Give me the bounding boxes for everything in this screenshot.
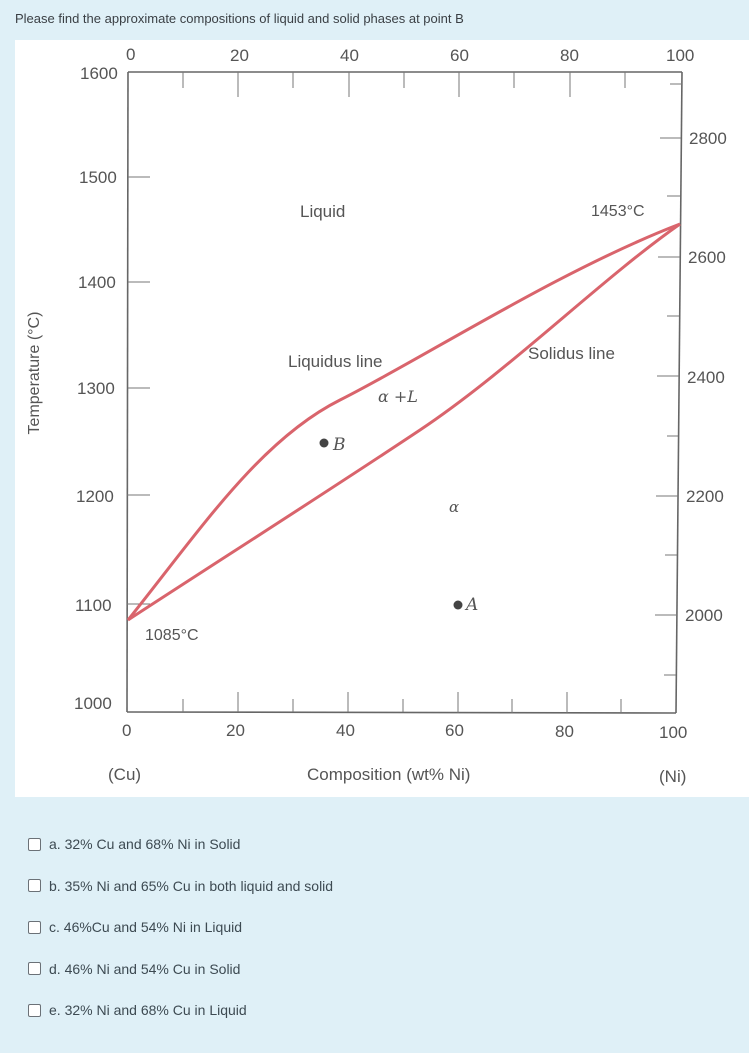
y-tick-label: 1300 [77,379,115,398]
y-tick-label: 1200 [76,487,114,506]
top-tick-label: 0 [126,45,136,64]
x-tick-label: 20 [226,721,245,740]
ni-melting-point-label: 1453°C [591,203,645,220]
y-tick-label: 1000 [74,694,112,713]
liquidus-line-label: Liquidus line [288,352,383,371]
top-ticks [182,72,682,97]
ni-end-label: (Ni) [659,767,687,786]
question-text: Please find the approximate compositions… [15,11,464,26]
top-tick-label: 100 [666,46,695,65]
alpha-plus-liquid-label: α +L [378,387,418,406]
x-tick-label: 100 [659,723,688,742]
top-tick-label: 40 [340,46,359,65]
solidus-line [127,222,681,622]
top-tick-label: 60 [450,46,469,65]
point-a-marker [453,600,463,610]
option-e[interactable]: e. 32% Ni and 68% Cu in Liquid [28,1000,333,1020]
x-tick-label: 40 [336,721,355,740]
option-d[interactable]: d. 46% Ni and 54% Cu in Solid [28,959,333,979]
x-tick-label: 0 [122,721,132,740]
point-a-label: A [466,595,479,615]
point-b-marker [319,438,329,448]
cu-end-label: (Cu) [108,765,142,784]
solidus-line-label: Solidus line [528,344,615,363]
top-tick-label: 80 [560,46,579,65]
plot-frame [126,71,683,714]
option-a[interactable]: a. 32% Cu and 68% Ni in Solid [28,834,333,854]
y2-tick-label: 2200 [686,487,724,506]
checkbox[interactable] [28,1003,41,1017]
left-ticks [127,176,150,605]
option-label: a. 32% Cu and 68% Ni in Solid [49,836,241,852]
phase-diagram [15,40,749,797]
checkbox[interactable] [28,837,41,851]
right-ticks [655,137,681,676]
x-tick-label: 60 [445,721,464,740]
top-tick-label: 20 [230,46,249,65]
option-b[interactable]: b. 35% Ni and 65% Cu in both liquid and … [28,876,333,896]
y-tick-label: 1100 [75,596,112,615]
y2-tick-label: 2000 [685,606,723,625]
checkbox[interactable] [28,962,41,975]
option-label: b. 35% Ni and 65% Cu in both liquid and … [49,877,334,894]
x-axis-title: Composition (wt% Ni) [307,765,471,784]
y2-tick-label: 2600 [688,248,726,267]
y-tick-label: 1600 [80,64,118,83]
cu-melting-point-label: 1085°C [145,627,199,644]
checkbox[interactable] [28,879,41,892]
option-label: d. 46% Ni and 54% Cu in Solid [49,960,241,977]
y-tick-label: 1500 [79,168,117,187]
option-c[interactable]: c. 46%Cu and 54% Ni in Liquid [28,917,333,937]
y2-tick-label: 2800 [689,129,727,148]
y-axis-title: Temperature (°C) [26,311,43,435]
point-b-label: B [333,435,346,455]
y2-tick-label: 2400 [687,368,725,387]
y-tick-label: 1400 [78,273,116,292]
phase-diagram-plot [126,71,683,714]
liquidus-line [126,222,681,621]
option-label: c. 46%Cu and 54% Ni in Liquid [49,919,243,935]
answer-options: a. 32% Cu and 68% Ni in Solid b. 35% Ni … [28,834,333,1042]
option-label: e. 32% Ni and 68% Cu in Liquid [49,1002,247,1018]
checkbox[interactable] [28,920,41,934]
liquid-region-label: Liquid [300,202,346,221]
alpha-region-label: α [449,498,460,516]
bottom-ticks [182,692,622,713]
x-tick-label: 80 [555,722,574,741]
